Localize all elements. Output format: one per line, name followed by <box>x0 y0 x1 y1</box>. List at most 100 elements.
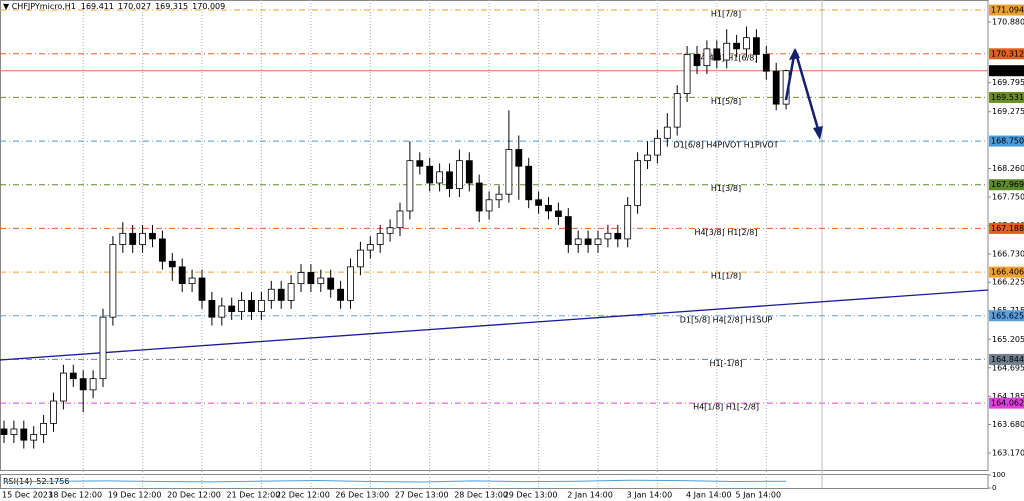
candle-body <box>594 238 602 245</box>
candle-body <box>119 232 127 245</box>
level-tag-label: 164.062 <box>991 399 1024 408</box>
last-price-tag <box>989 65 1024 77</box>
candle-body <box>208 300 216 318</box>
x-tick-label: 4 Jan 14:00 <box>686 491 732 500</box>
x-tick-label: 26 Dec 13:00 <box>335 491 389 500</box>
level-tag-label: 170.312 <box>991 49 1024 58</box>
candle-body <box>30 434 38 441</box>
candle-body <box>683 54 691 94</box>
x-tick-label: 28 Dec 13:00 <box>454 491 508 500</box>
candle-body <box>584 238 592 245</box>
y-tick-label: 166.225 <box>992 278 1024 287</box>
candle-body <box>624 204 632 240</box>
level-tag-label: 164.844 <box>991 355 1024 364</box>
level-tag-label: 171.094 <box>991 6 1024 15</box>
candle-body <box>50 400 57 424</box>
candles <box>0 26 790 449</box>
candle-body <box>198 277 206 301</box>
level-label: H1[-1/8] <box>709 359 742 368</box>
candle-body <box>515 149 523 167</box>
candle-body <box>99 316 107 380</box>
candle-body <box>89 378 97 391</box>
candle-body <box>406 160 414 212</box>
candle-body <box>465 160 473 184</box>
candle-body <box>356 249 364 268</box>
candle-body <box>0 428 8 435</box>
candle-body <box>158 238 166 262</box>
level-label: H1[3/8] <box>711 184 741 193</box>
candle-body <box>733 42 740 50</box>
candle-body <box>178 266 186 285</box>
level-tag <box>989 179 1024 191</box>
candle-body <box>525 165 533 201</box>
candle-body <box>555 210 562 217</box>
candle-body <box>139 232 147 245</box>
header-icon: ▼ <box>3 2 12 11</box>
level-tag <box>989 48 1024 60</box>
candle-body <box>693 54 701 67</box>
y-tick-label: 164.185 <box>992 392 1024 401</box>
candle-body <box>168 260 176 268</box>
candle-body <box>495 193 503 201</box>
level-tag-label: 168.750 <box>991 137 1024 146</box>
candle-body <box>426 165 434 184</box>
header-low: 169.315 <box>155 2 188 11</box>
x-tick-label: 20 Dec 12:00 <box>167 491 221 500</box>
candle-body <box>416 160 424 167</box>
candle-body <box>277 288 285 301</box>
candle-body <box>307 272 315 285</box>
candle-body <box>475 182 483 212</box>
level-tag-label: 165.625 <box>991 311 1024 320</box>
level-tag <box>989 266 1024 278</box>
level-tag <box>989 4 1024 16</box>
level-label: H1[7/8] <box>711 10 741 19</box>
rsi-pane-frame <box>0 474 989 489</box>
candle-body <box>614 232 622 240</box>
rsi-line <box>3 479 787 483</box>
candle-body <box>317 277 325 285</box>
candle-body <box>188 277 196 285</box>
y-tick-label: 169.795 <box>992 78 1024 87</box>
rsi-tick-label: 100 <box>992 471 1005 479</box>
header-close: 170.009 <box>192 2 225 11</box>
header-open: 169.411 <box>81 2 114 11</box>
y-tick-label: 165.205 <box>992 335 1024 344</box>
arrow-head <box>789 48 800 60</box>
candle-body <box>347 266 354 301</box>
level-tag <box>989 91 1024 103</box>
x-tick-label: 5 Jan 14:00 <box>736 491 782 500</box>
candle-body <box>376 232 384 245</box>
candle-body <box>485 199 493 212</box>
x-tick-label: 21 Dec 12:00 <box>226 491 280 500</box>
rsi-name: RSI(14) <box>3 477 32 486</box>
x-tick-label: 2 Jan 14:00 <box>567 491 613 500</box>
forecast-arrow <box>784 48 823 140</box>
level-tag-label: 169.531 <box>991 93 1024 102</box>
level-tag <box>989 310 1024 322</box>
candle-body <box>574 238 582 245</box>
level-tag <box>989 135 1024 147</box>
candle-body <box>663 126 671 139</box>
candle-body <box>248 300 255 312</box>
candle-body <box>753 37 760 55</box>
candle-body <box>109 244 117 318</box>
candle-body <box>69 372 77 380</box>
candle-body <box>713 48 721 61</box>
x-tick-label: 22 Dec 12:00 <box>276 491 330 500</box>
x-tick-label: 29 Dec 13:00 <box>504 491 558 500</box>
candle-body <box>40 422 47 435</box>
arrow-head <box>813 126 823 140</box>
x-tick-label: 19 Dec 12:00 <box>108 491 162 500</box>
y-tick-label: 167.750 <box>992 192 1024 201</box>
symbol: CHFJPYmicro,H1 <box>12 2 76 11</box>
candle-body <box>257 300 265 312</box>
candle-body <box>228 305 236 312</box>
candle-body <box>267 288 275 301</box>
candle-body <box>634 160 641 206</box>
header-high: 170.027 <box>118 2 151 11</box>
level-tag-label: 167.969 <box>991 180 1024 189</box>
main-pane-frame <box>0 0 989 471</box>
candle-body <box>535 199 542 206</box>
candle-body <box>446 171 453 190</box>
